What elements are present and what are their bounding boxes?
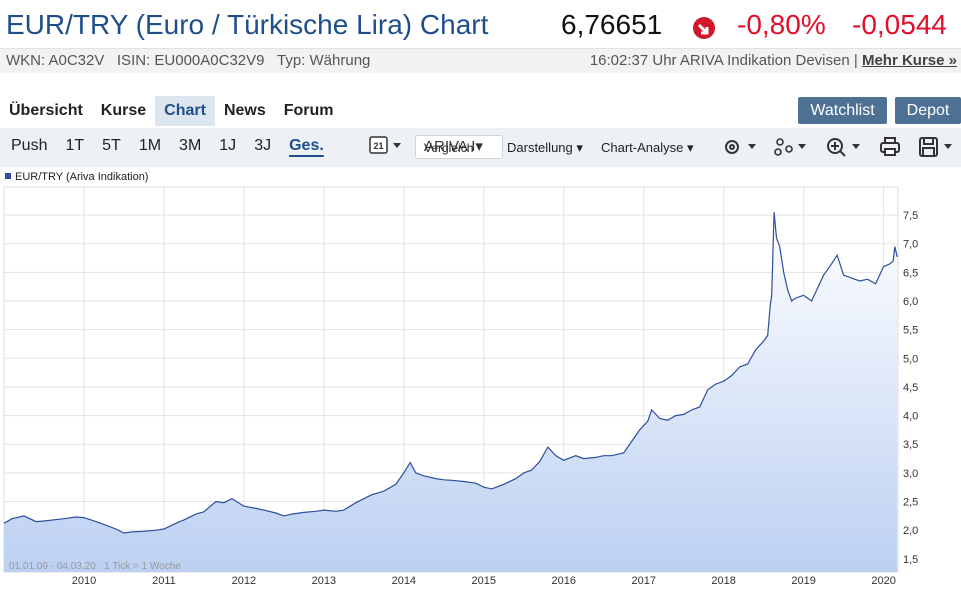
settings-icon[interactable] [725,140,739,154]
chart: 1,5 2,0 2,5 3,0 3,5 4,0 4,5 5,0 5,5 6,0 6,5 7,0 7,5 2… [3,171,918,587]
menu-label: Chart-Analyse [601,140,684,155]
nav-tab[interactable]: Forum [283,102,334,119]
x-tick-label: 2017 [631,575,655,587]
x-tick-label: 2013 [312,575,336,587]
y-tick-label: 1,5 [903,554,918,566]
y-tick-label: 6,0 [903,296,918,308]
area [4,212,898,572]
y-tick-label: 5,0 [903,353,918,365]
svg-text:21: 21 [373,141,383,151]
y-tick-label: 2,0 [903,525,918,537]
y-tick-label: 4,5 [903,382,918,394]
source: 16:02:37 Uhr ARIVA Indikation Devisen | … [590,52,957,69]
save-icon[interactable] [919,137,938,157]
more-link[interactable]: Mehr Kurse » [861,52,957,69]
calendar-icon[interactable]: 21 [368,134,404,158]
separator: | [853,52,858,69]
nav-tab[interactable]: Chart [155,96,215,126]
type: Typ: Währung [277,52,371,69]
range-button[interactable]: 3M [179,137,202,154]
y-tick-label: 7,0 [903,239,918,251]
range-button[interactable]: 3J [254,137,272,154]
timestamp: 16:02:37 Uhr ARIVA Indikation Devisen [589,52,850,69]
x-tick-label: 2020 [871,575,895,587]
line [3,212,898,534]
x-tick-label: 2011 [152,575,176,587]
compare-dropdown[interactable] [415,135,503,159]
zoom-icon[interactable] [827,138,846,157]
ids: WKN: A0C32V ISIN: EU000A0C32V9 Typ: Währ… [6,52,370,69]
footnote: 01.01.09 - 04.03.20 1 Tick = 1 Woche [9,561,181,572]
nav-tab[interactable]: Kurse [100,102,147,119]
price: 6,76651 [561,9,663,40]
page-title: EUR/TRY (Euro / Türkische Lira) Chart [6,9,489,40]
print-icon[interactable] [880,137,900,156]
y-tick-label: 5,5 [903,325,918,337]
wkn: WKN: A0C32V [6,52,105,69]
menu-analyse[interactable]: Chart-Analyse ▾ [601,140,694,155]
x-tick-label: 2012 [232,575,256,587]
compare-label: Vergleich [424,141,474,155]
x-tick-label: 2018 [711,575,735,587]
info-bar [0,48,961,73]
menu-darstellung[interactable]: Darstellung ▾ [507,140,583,155]
isin: ISIN: EU000A0C32V9 [116,52,265,69]
menu-label: Darstellung [507,140,573,155]
ranges: Push 1T 5T 1M 3M 1J 3J Ges. [2,137,333,155]
nav-tab[interactable]: Übersicht [9,102,83,119]
compare-overlay: ARIVA I▾ [424,138,483,155]
toolbar-icons [725,137,952,157]
x-tick-label: 2015 [472,575,496,587]
tabs: Übersicht Kurse Chart News Forum [0,96,343,126]
y-tick-label: 4,0 [903,411,918,423]
x-tick-label: 2014 [392,575,416,587]
y-tick-label: 3,0 [903,468,918,480]
legend-swatch [5,173,11,179]
down-icon [693,17,715,39]
nav-tab[interactable]: News [223,102,266,119]
range-button[interactable]: Ges. [289,137,324,154]
y-tick-label: 3,5 [903,439,918,451]
x-tick-label: 2010 [72,575,96,587]
depot-button[interactable]: Depot [895,97,961,124]
range-button[interactable]: Push [11,137,48,154]
watchlist-button[interactable]: Watchlist [798,97,887,124]
range-button[interactable]: 1M [138,137,162,154]
legend-label: EUR/TRY (Ariva Indikation) [15,171,148,183]
y-tick-label: 2,5 [903,497,918,509]
indicator-icon[interactable] [774,138,793,156]
range-button[interactable]: 1J [219,137,237,154]
y-tick-label: 6,5 [903,267,918,279]
x-tick-label: 2016 [552,575,576,587]
compare-overlay-text: ARIVA I [424,138,476,155]
range-button[interactable]: 1T [65,137,85,154]
change-pct: -0,80% [737,9,826,40]
range-button[interactable]: 5T [102,137,121,154]
change-abs: -0,0544 [852,9,947,40]
y-tick-label: 7,5 [903,210,918,222]
x-tick-label: 2019 [791,575,815,587]
